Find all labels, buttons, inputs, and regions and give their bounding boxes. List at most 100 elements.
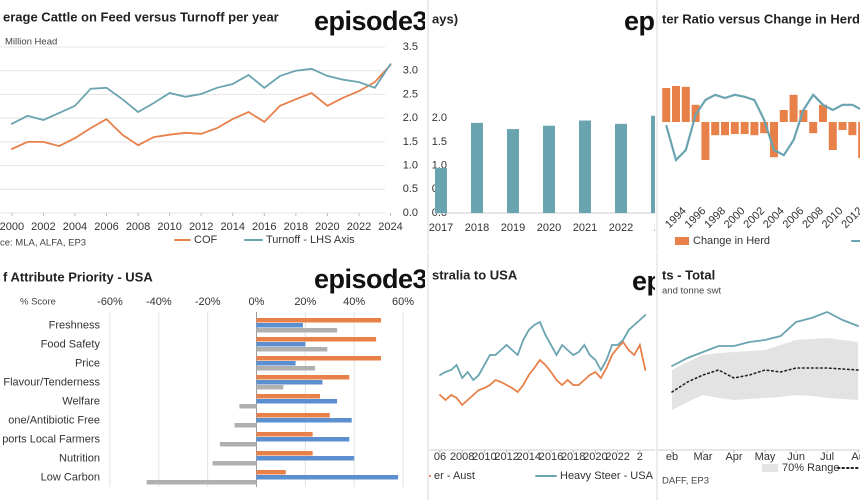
bar (471, 122, 483, 213)
x-tick-label: 2008 (450, 451, 474, 463)
chart-title: f Attribute Priority - USA (3, 269, 153, 284)
x-tick-label: 2008 (126, 221, 150, 233)
chart-panel: f Attribute Priority - USA episode3 % Scor… (2, 264, 428, 487)
x-tick-label: Jul (820, 451, 834, 463)
chart-panel: ter Ratio versus Change in Herd 199419961… (662, 11, 860, 247)
bar (256, 375, 350, 380)
x-tick-label: 2 (654, 222, 660, 234)
bar (219, 442, 257, 447)
bar (256, 475, 399, 480)
bar (234, 423, 257, 428)
legend-label: er - Aust (434, 470, 475, 482)
legend-swatch (762, 464, 778, 472)
x-tick-label: 1998 (702, 205, 728, 231)
series-line (665, 93, 860, 163)
x-tick-label: 2004 (63, 221, 87, 233)
x-tick-label: Jun (787, 451, 805, 463)
bar (828, 122, 837, 150)
bar (672, 86, 681, 122)
bar (543, 125, 555, 213)
bar (651, 115, 655, 213)
bar (256, 451, 313, 456)
logo: episode3 (314, 264, 428, 294)
x-tick-label: 2020 (583, 451, 607, 463)
bar (256, 328, 338, 333)
x-tick-label: Apr (725, 451, 742, 463)
y-tick-label: 0.5 (403, 183, 418, 195)
bar (212, 461, 257, 466)
chart-panel: ays)ep0.00.51.01.52.02017201820192020202… (429, 6, 660, 234)
series-line (10, 63, 392, 125)
category-label: Food Safety (41, 338, 101, 350)
series-line (671, 367, 859, 393)
bar (809, 122, 818, 134)
series-line (10, 64, 392, 150)
x-tick-label: 40% (343, 296, 365, 308)
x-tick-label: 2018 (284, 221, 308, 233)
x-tick-label: 2018 (465, 222, 489, 234)
bar (435, 167, 447, 213)
axis-label: % Score (20, 297, 56, 308)
category-label: Price (75, 357, 100, 369)
bar (256, 380, 323, 385)
x-tick-label: -20% (195, 296, 221, 308)
x-tick-label: 2000 (722, 205, 748, 231)
bar (701, 122, 710, 160)
x-tick-label: 2004 (761, 205, 787, 231)
bar (789, 94, 798, 122)
y-tick-label: 2.0 (403, 112, 418, 124)
bar (256, 318, 382, 323)
x-tick-label: 2008 (800, 205, 826, 231)
legend-swatch (675, 237, 689, 245)
source-note: ce: MLA, ALFA, EP3 (0, 238, 86, 249)
x-tick-label: 2002 (31, 221, 55, 233)
bar (799, 110, 808, 122)
source-note: DAFF, EP3 (662, 476, 709, 487)
bar (730, 122, 739, 134)
bar (256, 394, 320, 399)
y-tick-label: 1.0 (403, 159, 418, 171)
x-tick-label: 2006 (94, 221, 118, 233)
x-tick-label: eb (666, 451, 678, 463)
x-tick-label: Mar (694, 451, 713, 463)
logo: episode3 (314, 6, 428, 36)
bar (256, 413, 330, 418)
x-tick-label: 2010 (157, 221, 181, 233)
range-band (672, 338, 859, 410)
x-tick-label: 2012 (839, 205, 860, 231)
category-label: Freshness (49, 319, 101, 331)
category-label: Welfare (62, 395, 100, 407)
bar (256, 366, 316, 371)
category-label: one/Antibiotic Free (8, 414, 100, 426)
bar (779, 110, 788, 122)
chart-title: ays) (432, 11, 458, 26)
bar (256, 342, 306, 347)
bar (681, 86, 690, 122)
x-tick-label: 2024 (378, 221, 402, 233)
x-tick-label: 06 (434, 451, 446, 463)
x-tick-label: 2 (637, 451, 643, 463)
legend-label: Heavy Steer - USA (560, 470, 654, 482)
x-tick-label: 2014 (220, 221, 244, 233)
x-tick-label: 2006 (781, 205, 807, 231)
x-tick-label: 20% (294, 296, 316, 308)
bar (615, 123, 627, 213)
bar (256, 470, 286, 475)
chart-title: stralia to USA (432, 267, 518, 282)
x-tick-label: -40% (146, 296, 172, 308)
x-tick-label: 2017 (429, 222, 453, 234)
chart-panel: ts - Total and tonne swt DAFF, EP3 eb Mar Apr… (658, 267, 860, 487)
logo: ep (632, 266, 663, 296)
x-tick-label: 0% (249, 296, 265, 308)
x-tick-label: -60% (97, 296, 123, 308)
bar (256, 361, 296, 366)
x-tick-label: 60% (392, 296, 414, 308)
chart-title: erage Cattle on Feed versus Turnoff per … (3, 9, 279, 24)
series-line (671, 311, 859, 367)
y-tick-label: 2.5 (403, 88, 418, 100)
x-tick-label: 2022 (609, 222, 633, 234)
bar (256, 437, 350, 442)
y-tick-label: 1.5 (432, 136, 447, 148)
